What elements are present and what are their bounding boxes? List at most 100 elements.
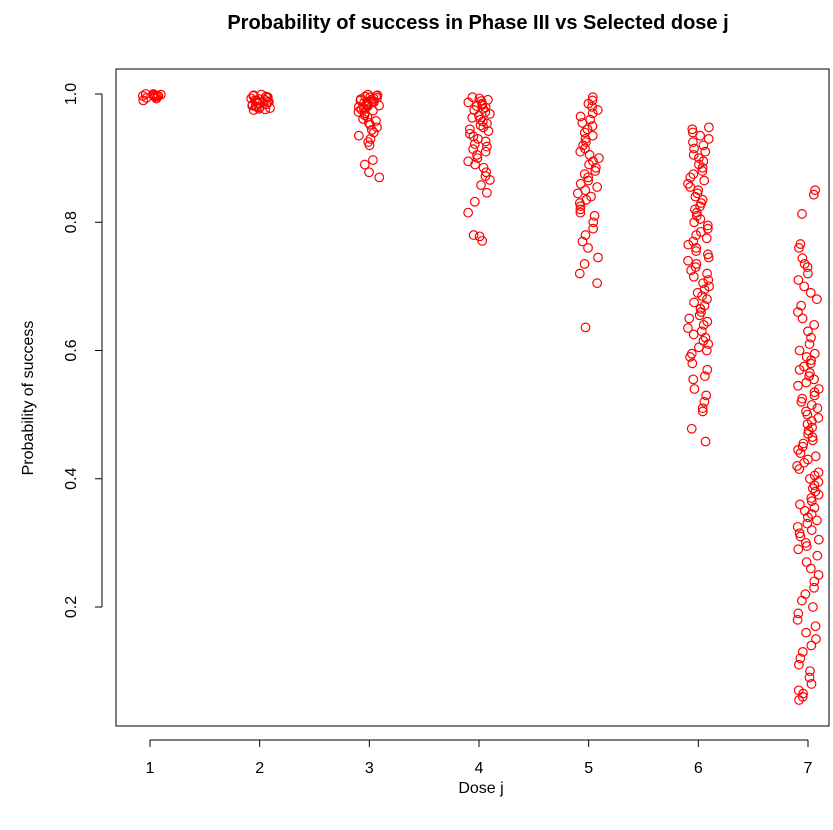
data-point (809, 502, 820, 513)
data-point (799, 259, 810, 269)
data-point (803, 512, 813, 523)
data-point (793, 608, 804, 619)
y-tick-label: 0.6 (63, 339, 80, 361)
data-point (806, 640, 817, 651)
data-point (688, 329, 699, 340)
data-point (795, 653, 806, 664)
data-point (796, 300, 807, 311)
data-point (583, 242, 593, 253)
data-point (691, 242, 702, 253)
data-point (693, 342, 704, 353)
data-point (806, 496, 817, 507)
data-point (801, 557, 812, 568)
data-point (796, 595, 807, 606)
data-point (695, 201, 705, 212)
data-point (701, 390, 712, 401)
data-point (804, 473, 815, 484)
data-point (480, 136, 491, 147)
data-point (803, 326, 813, 337)
data-point (805, 563, 816, 574)
data-point (792, 521, 803, 532)
y-axis-title: Probability of success (20, 321, 37, 476)
data-point (704, 122, 714, 133)
data-point (809, 348, 820, 359)
data-point (794, 364, 805, 375)
data-point (813, 570, 824, 580)
data-point (575, 207, 586, 218)
data-point (590, 162, 601, 173)
data-point (698, 335, 709, 346)
data-point (577, 117, 588, 128)
data-point (575, 178, 586, 189)
data-point (580, 230, 591, 240)
data-point (468, 230, 479, 240)
data-point (575, 204, 586, 215)
data-point (151, 93, 162, 104)
data-point (365, 133, 376, 144)
data-point (138, 95, 149, 106)
data-point (353, 107, 364, 117)
data-point (697, 406, 708, 417)
data-point (580, 322, 591, 333)
data-point (592, 278, 603, 289)
data-point (794, 464, 805, 475)
data-point (469, 196, 480, 207)
data-point (575, 201, 586, 212)
data-point (701, 345, 712, 356)
data-point (703, 252, 714, 263)
data-point (809, 387, 820, 398)
dose-5-points (572, 92, 604, 333)
data-point (691, 210, 702, 221)
data-point (699, 396, 710, 407)
data-point (806, 493, 817, 503)
data-point (688, 374, 699, 385)
data-point (793, 444, 804, 455)
y-tick-label: 0.8 (63, 211, 80, 233)
data-point (702, 268, 712, 279)
data-point (254, 102, 265, 113)
data-point (811, 294, 822, 305)
data-point (141, 92, 152, 103)
data-point (374, 172, 385, 183)
dose-7-points (792, 185, 824, 705)
data-point (698, 319, 709, 330)
data-point (797, 253, 808, 264)
data-point (689, 217, 700, 228)
data-point (686, 265, 697, 276)
x-tick-label: 2 (255, 760, 264, 777)
data-point (695, 130, 706, 141)
data-point (684, 313, 695, 324)
x-axis-title: Dose j (458, 780, 503, 797)
data-point (580, 133, 591, 144)
data-point (575, 146, 586, 157)
data-point (701, 233, 712, 244)
data-point (793, 659, 804, 670)
data-point (812, 403, 823, 414)
data-point (703, 339, 714, 349)
data-point (476, 180, 486, 190)
data-point (463, 97, 474, 108)
data-point (697, 162, 708, 173)
data-point (587, 121, 598, 131)
data-point (801, 377, 812, 388)
data-point (801, 627, 812, 638)
data-point (470, 159, 481, 170)
data-point (691, 246, 702, 257)
data-point (688, 271, 699, 282)
data-point (811, 634, 821, 644)
data-point (463, 207, 474, 218)
data-point (806, 679, 817, 689)
plot-frame (115, 68, 830, 727)
data-point (477, 235, 488, 246)
data-point (262, 97, 273, 108)
data-point (806, 400, 817, 410)
data-point (592, 182, 603, 192)
data-point (802, 409, 813, 420)
data-point (691, 230, 702, 240)
data-point (587, 108, 598, 119)
dose-3-points (353, 89, 385, 183)
data-point (480, 146, 491, 157)
data-point (797, 313, 808, 324)
data-point (260, 104, 271, 115)
